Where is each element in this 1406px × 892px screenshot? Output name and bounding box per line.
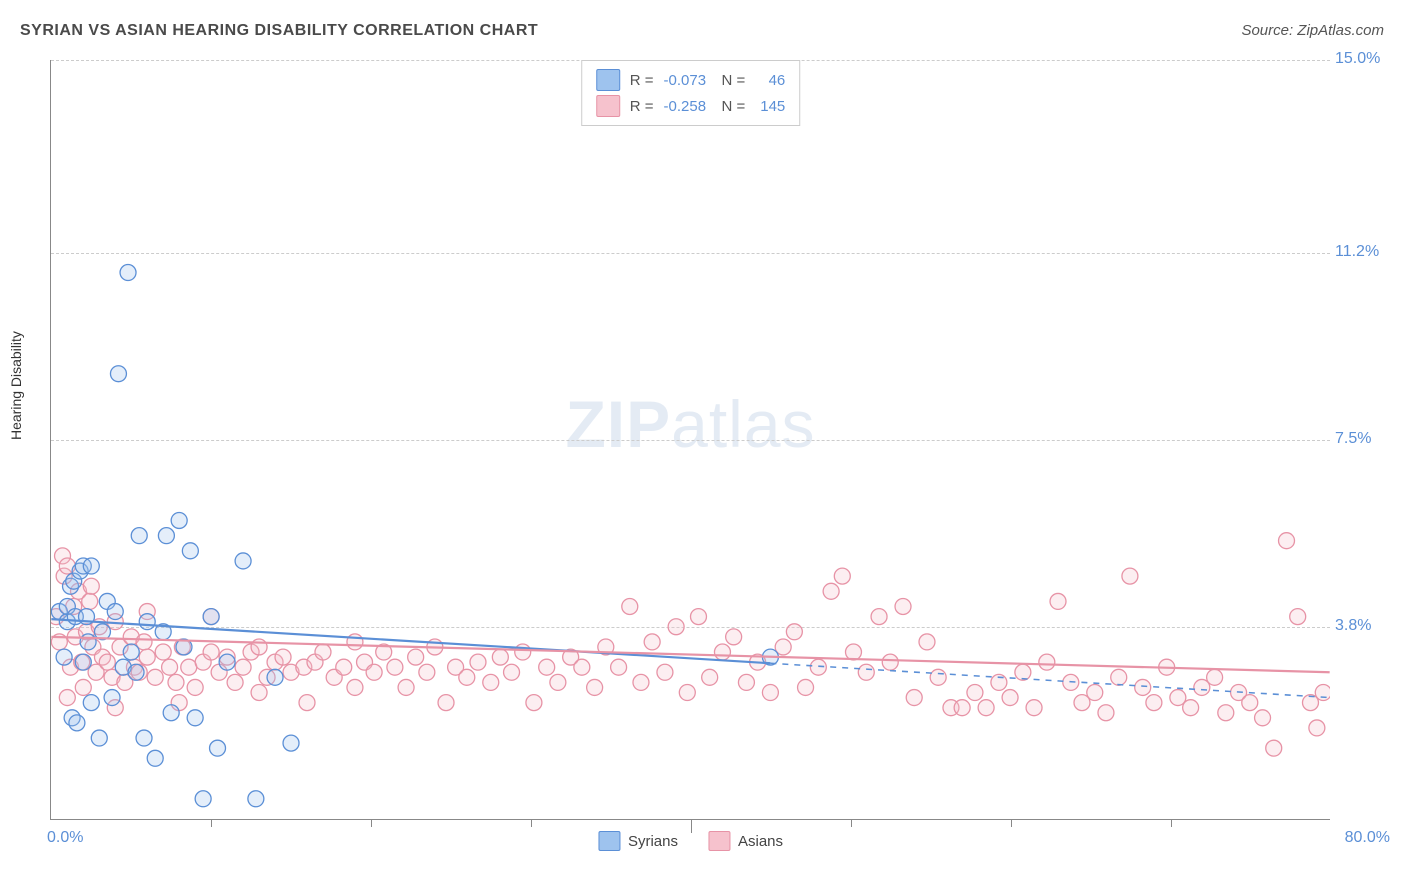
source-label: Source: ZipAtlas.com: [1241, 22, 1384, 39]
legend-swatch-bottom-syrians: [598, 831, 620, 851]
x-axis-min-label: 0.0%: [47, 829, 83, 847]
legend-swatch-asians: [596, 95, 620, 117]
x-tick-minor: [371, 819, 372, 827]
y-tick-label: 11.2%: [1335, 243, 1390, 261]
plot-area: ZIPatlas R = -0.073 N = 46 R = -0.258 N …: [50, 60, 1330, 820]
y-tick-label: 15.0%: [1335, 50, 1390, 68]
correlation-legend: R = -0.073 N = 46 R = -0.258 N = 145: [581, 60, 801, 126]
x-tick-major: [691, 819, 692, 833]
trend-line-extrapolated: [770, 663, 1329, 697]
chart-container: SYRIAN VS ASIAN HEARING DISABILITY CORRE…: [0, 0, 1406, 892]
y-tick-label: 7.5%: [1335, 430, 1390, 448]
trend-line: [51, 637, 1329, 672]
legend-swatch-bottom-asians: [708, 831, 730, 851]
legend-row-syrians: R = -0.073 N = 46: [596, 67, 786, 93]
y-tick-label: 3.8%: [1335, 617, 1390, 635]
series-legend: Syrians Asians: [598, 831, 783, 851]
x-tick-minor: [1011, 819, 1012, 827]
legend-swatch-syrians: [596, 69, 620, 91]
x-tick-minor: [851, 819, 852, 827]
trend-line: [51, 619, 770, 663]
x-axis-max-label: 80.0%: [1345, 829, 1390, 847]
y-axis-label: Hearing Disability: [8, 331, 24, 440]
legend-item-asians: Asians: [708, 831, 783, 851]
legend-item-syrians: Syrians: [598, 831, 678, 851]
x-tick-minor: [1171, 819, 1172, 827]
x-tick-minor: [531, 819, 532, 827]
trend-lines-layer: [51, 60, 1330, 819]
x-tick-minor: [211, 819, 212, 827]
chart-title: SYRIAN VS ASIAN HEARING DISABILITY CORRE…: [20, 22, 538, 40]
legend-row-asians: R = -0.258 N = 145: [596, 93, 786, 119]
